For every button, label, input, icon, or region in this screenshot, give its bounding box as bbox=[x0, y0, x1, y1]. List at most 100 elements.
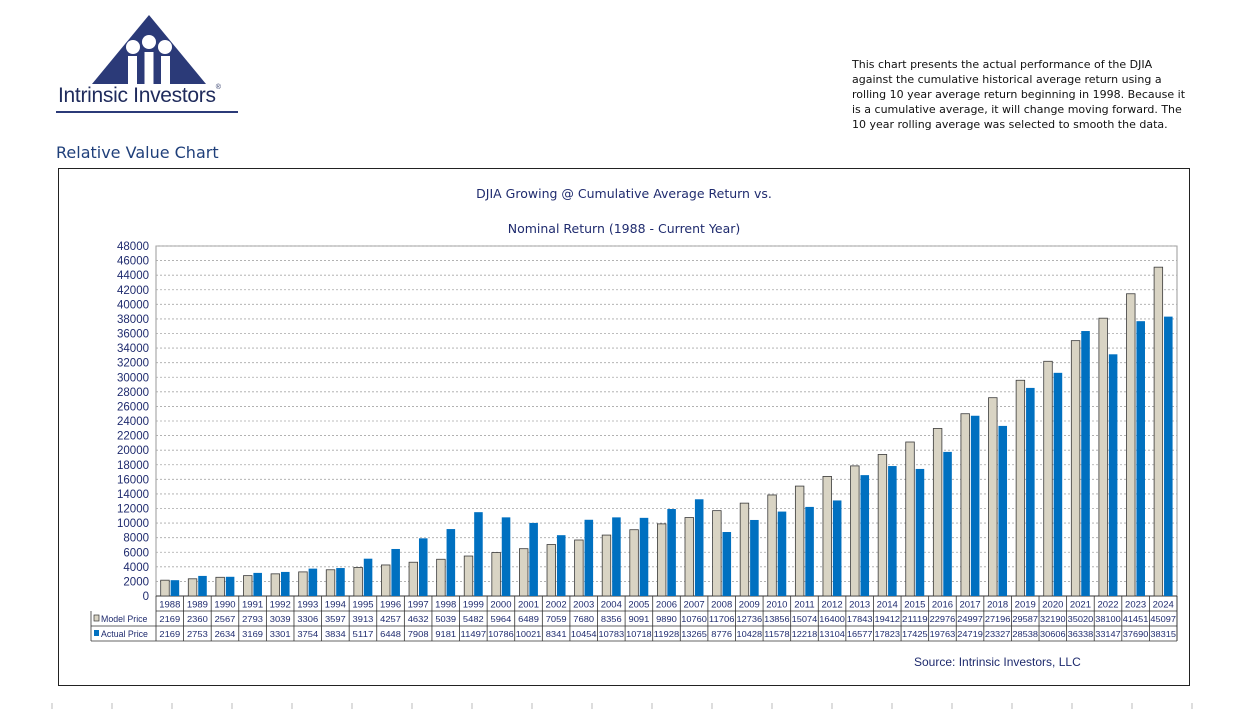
x-tick-label: 2000 bbox=[490, 600, 511, 611]
bar-model-price-1993 bbox=[298, 571, 308, 597]
y-tick-label: 16000 bbox=[117, 474, 149, 486]
data-label: 3834 bbox=[325, 629, 346, 639]
bar-actual-price-1993 bbox=[308, 568, 318, 596]
data-label: 10454 bbox=[571, 629, 597, 639]
bar-model-price-1999 bbox=[463, 555, 474, 597]
bar-actual-price-2011 bbox=[805, 506, 814, 596]
bar-model-price-2014 bbox=[877, 454, 888, 597]
bar-actual-price-1996 bbox=[391, 548, 400, 596]
bar-model-price-2023 bbox=[1126, 293, 1136, 597]
x-tick-label: 1990 bbox=[214, 600, 235, 611]
y-tick-label: 46000 bbox=[117, 256, 149, 268]
x-tick-label: 1989 bbox=[187, 600, 208, 611]
bar-model-price-1990 bbox=[215, 576, 225, 597]
y-tick-label: 12000 bbox=[117, 504, 149, 516]
bar-model-price-2004 bbox=[601, 534, 612, 597]
data-label: 29587 bbox=[1012, 614, 1038, 624]
data-label: 9890 bbox=[656, 614, 677, 624]
x-tick-label: 1992 bbox=[270, 600, 291, 611]
y-tick-label: 38000 bbox=[117, 314, 149, 326]
bar-model-price-1994 bbox=[325, 569, 336, 597]
bar-model-price-1992 bbox=[270, 573, 281, 597]
bar-model-price-2001 bbox=[519, 548, 529, 597]
bar-actual-price-2009 bbox=[750, 519, 759, 596]
bar-actual-price-2003 bbox=[584, 519, 594, 596]
bar-actual-price-2016 bbox=[943, 451, 952, 596]
data-label: 24997 bbox=[957, 614, 983, 624]
chart-description: This chart presents the actual performan… bbox=[852, 58, 1186, 131]
bar-model-price-2003 bbox=[574, 539, 584, 597]
bar-model-price-2024 bbox=[1153, 266, 1164, 597]
bar-actual-price-1999 bbox=[474, 512, 483, 596]
data-label: 16577 bbox=[847, 629, 873, 639]
x-tick-label: 2019 bbox=[1015, 600, 1036, 611]
bar-actual-price-2020 bbox=[1053, 372, 1063, 596]
bar-actual-price-2002 bbox=[556, 535, 566, 596]
x-tick-label: 2010 bbox=[766, 600, 787, 611]
data-label: 3597 bbox=[325, 614, 346, 624]
bar-actual-price-2008 bbox=[722, 532, 732, 596]
legend-label: Model Price bbox=[101, 614, 148, 624]
logo-wordmark: Intrinsic Investors® bbox=[58, 84, 221, 107]
bar-actual-price-2004 bbox=[612, 517, 621, 596]
data-label: 22976 bbox=[930, 614, 956, 624]
data-label: 2793 bbox=[242, 614, 263, 624]
data-label: 10021 bbox=[516, 629, 542, 639]
data-label: 19763 bbox=[930, 629, 956, 639]
x-tick-label: 2024 bbox=[1153, 600, 1174, 611]
legend-key-model-price bbox=[93, 614, 100, 622]
x-tick-label: 1999 bbox=[463, 600, 484, 611]
data-label: 2169 bbox=[159, 614, 180, 624]
bar-actual-price-2024 bbox=[1164, 316, 1173, 596]
x-tick-label: 1988 bbox=[159, 600, 180, 611]
y-tick-label: 28000 bbox=[117, 387, 149, 399]
y-tick-label: 24000 bbox=[117, 416, 149, 428]
bar-model-price-2021 bbox=[1070, 340, 1081, 597]
bar-actual-price-2013 bbox=[860, 475, 870, 596]
data-label: 2360 bbox=[187, 614, 208, 624]
company-logo: Intrinsic Investors® bbox=[54, 12, 244, 116]
y-tick-label: 40000 bbox=[117, 299, 149, 311]
y-tick-label: 42000 bbox=[117, 285, 149, 297]
data-label: 37690 bbox=[1123, 629, 1149, 639]
data-label: 5039 bbox=[435, 614, 456, 624]
data-label: 45097 bbox=[1150, 614, 1176, 624]
data-label: 11706 bbox=[709, 614, 735, 624]
x-tick-label: 2022 bbox=[1097, 600, 1118, 611]
bar-model-price-2002 bbox=[546, 544, 556, 597]
x-tick-label: 2001 bbox=[518, 600, 539, 611]
bar-actual-price-1994 bbox=[336, 568, 345, 596]
data-label: 11578 bbox=[764, 629, 790, 639]
x-tick-label: 2013 bbox=[849, 600, 870, 611]
bar-model-price-1991 bbox=[243, 575, 253, 597]
x-tick-label: 2003 bbox=[573, 600, 594, 611]
page-footer-marks bbox=[51, 703, 1193, 709]
x-tick-label: 2011 bbox=[794, 600, 814, 611]
x-tick-label: 2006 bbox=[656, 600, 677, 611]
bar-actual-price-2005 bbox=[639, 517, 649, 596]
y-tick-label: 20000 bbox=[117, 445, 149, 457]
bar-model-price-2013 bbox=[850, 465, 860, 597]
bar-actual-price-2023 bbox=[1136, 321, 1145, 596]
data-label: 23327 bbox=[985, 629, 1011, 639]
data-label: 10760 bbox=[681, 614, 707, 624]
data-label: 8341 bbox=[546, 629, 567, 639]
data-label: 41451 bbox=[1123, 614, 1149, 624]
data-label: 2169 bbox=[159, 629, 180, 639]
data-label: 8356 bbox=[601, 614, 622, 624]
data-label: 13856 bbox=[764, 614, 790, 624]
data-label: 35020 bbox=[1068, 614, 1094, 624]
y-tick-label: 18000 bbox=[117, 460, 149, 472]
data-label: 17425 bbox=[902, 629, 928, 639]
bar-model-price-2011 bbox=[794, 485, 805, 597]
x-tick-label: 2009 bbox=[739, 600, 760, 611]
data-label: 7059 bbox=[546, 614, 567, 624]
data-label: 11497 bbox=[461, 629, 487, 639]
bar-model-price-1996 bbox=[381, 564, 391, 597]
chart-frame: DJIA Growing @ Cumulative Average Return… bbox=[58, 168, 1190, 686]
y-tick-label: 44000 bbox=[117, 270, 149, 282]
data-label: 33147 bbox=[1095, 629, 1121, 639]
data-label: 10783 bbox=[599, 629, 625, 639]
bar-model-price-2000 bbox=[491, 552, 501, 597]
data-label: 6489 bbox=[518, 614, 539, 624]
